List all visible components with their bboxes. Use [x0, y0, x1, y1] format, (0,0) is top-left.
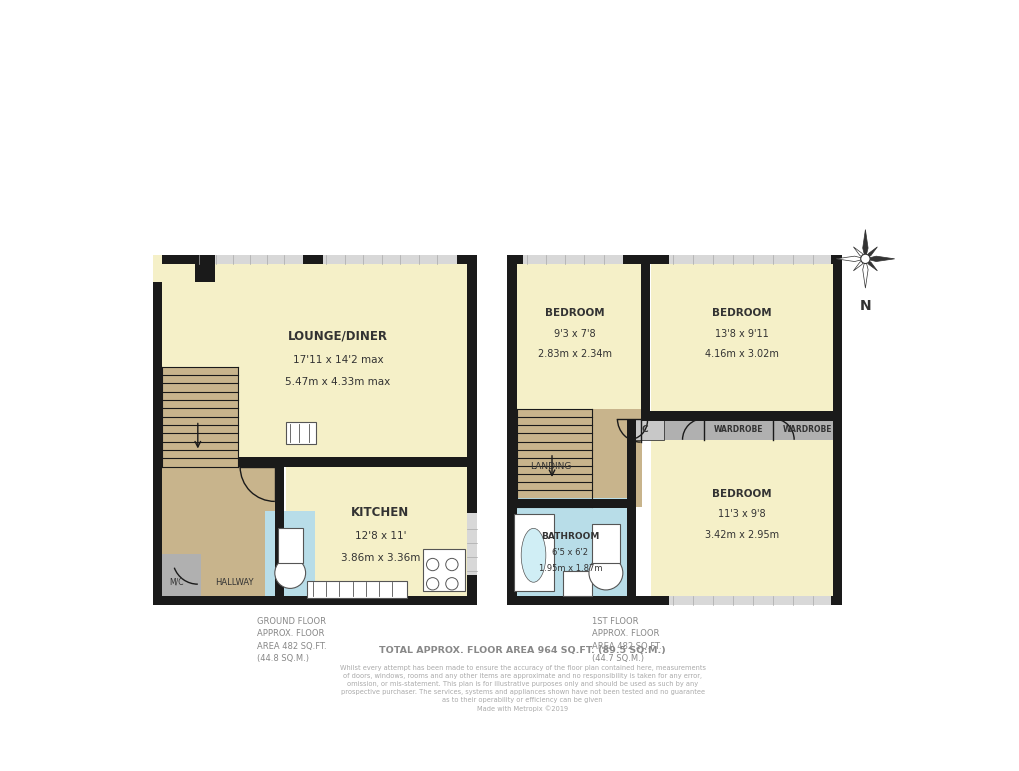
Text: N: N [859, 299, 870, 313]
Bar [591, 524, 620, 563]
Bar [506, 255, 516, 605]
Text: 4.16m x 3.02m: 4.16m x 3.02m [704, 349, 779, 359]
Bar [196, 255, 215, 282]
Text: 12'8 x 11': 12'8 x 11' [355, 531, 406, 541]
Text: LOUNGE/DINER: LOUNGE/DINER [287, 329, 387, 342]
Text: 2.83m x 2.34m: 2.83m x 2.34m [538, 349, 611, 359]
Circle shape [588, 556, 623, 590]
Text: 17'11 x 14'2 max: 17'11 x 14'2 max [292, 355, 383, 365]
Bar [277, 528, 303, 563]
Bar [626, 419, 663, 439]
Text: 13'8 x 9'11: 13'8 x 9'11 [714, 329, 768, 339]
Bar [562, 571, 591, 596]
Polygon shape [864, 256, 894, 261]
Text: WARDROBE: WARDROBE [783, 425, 832, 434]
Bar [516, 497, 626, 596]
Bar [307, 581, 407, 598]
Bar [422, 549, 465, 591]
Text: 3.42m x 2.95m: 3.42m x 2.95m [704, 530, 779, 540]
Bar [467, 255, 476, 605]
Bar [153, 255, 162, 282]
Bar [196, 255, 303, 264]
Bar [322, 255, 457, 264]
Bar [506, 255, 842, 264]
Text: C: C [641, 425, 648, 434]
Text: 5.47m x 4.33m max: 5.47m x 4.33m max [285, 377, 390, 387]
Circle shape [426, 577, 438, 590]
Bar [651, 409, 833, 596]
Circle shape [426, 558, 438, 571]
Bar [516, 409, 642, 507]
Circle shape [860, 254, 869, 264]
Bar [833, 255, 842, 605]
Text: WARDROBE: WARDROBE [713, 425, 762, 434]
Bar [626, 419, 635, 605]
Text: GROUND FLOOR
APPROX. FLOOR
AREA 482 SQ.FT.
(44.8 SQ.M.): GROUND FLOOR APPROX. FLOOR AREA 482 SQ.F… [257, 617, 326, 663]
Text: M/C: M/C [169, 577, 183, 587]
Ellipse shape [521, 528, 545, 582]
Text: 3.86m x 3.36m: 3.86m x 3.36m [340, 553, 420, 563]
Bar [516, 264, 642, 409]
Bar [513, 514, 553, 591]
Text: 1ST FLOOR
APPROX. FLOOR
AREA 482 SQ.FT.
(44.7 SQ.M.): 1ST FLOOR APPROX. FLOOR AREA 482 SQ.FT. … [591, 617, 661, 663]
Text: HALLWAY: HALLWAY [215, 577, 253, 587]
Polygon shape [862, 259, 867, 288]
Polygon shape [864, 259, 876, 271]
Polygon shape [862, 230, 867, 259]
Bar [506, 596, 842, 605]
Bar [668, 255, 829, 264]
Text: 9'3 x 7'8: 9'3 x 7'8 [553, 329, 595, 339]
Bar [162, 367, 237, 466]
Bar [265, 511, 315, 596]
Bar [237, 457, 467, 466]
Text: BEDROOM: BEDROOM [711, 308, 771, 318]
Bar [153, 255, 476, 264]
Bar [506, 499, 628, 508]
Bar [523, 255, 623, 264]
Bar [285, 457, 467, 596]
Text: BATHROOM: BATHROOM [541, 531, 599, 540]
Text: BEDROOM: BEDROOM [545, 308, 604, 318]
Text: Whilst every attempt has been made to ensure the accuracy of the floor plan cont: Whilst every attempt has been made to en… [339, 665, 705, 712]
Text: BEDROOM: BEDROOM [711, 489, 771, 499]
Bar [285, 422, 316, 443]
Circle shape [445, 577, 458, 590]
Bar [162, 554, 201, 596]
Circle shape [274, 557, 306, 588]
Bar [640, 255, 649, 419]
Text: TOTAL APPROX. FLOOR AREA 964 SQ.FT. (89.5 SQ.M.): TOTAL APPROX. FLOOR AREA 964 SQ.FT. (89.… [379, 646, 665, 655]
Circle shape [445, 558, 458, 571]
Bar [640, 411, 842, 420]
Text: 1.95m x 1.87m: 1.95m x 1.87m [538, 564, 601, 573]
Polygon shape [836, 256, 864, 261]
Polygon shape [853, 259, 864, 271]
Polygon shape [864, 247, 876, 259]
Bar [626, 419, 833, 439]
Polygon shape [853, 247, 864, 259]
Bar [153, 596, 476, 605]
Bar [668, 596, 829, 605]
Bar [162, 264, 467, 466]
Bar [162, 457, 276, 596]
Text: 11'3 x 9'8: 11'3 x 9'8 [717, 510, 765, 520]
Text: LANDING: LANDING [530, 463, 572, 471]
Bar [651, 264, 833, 419]
Text: KITCHEN: KITCHEN [351, 507, 409, 520]
Text: 6'5 x 6'2: 6'5 x 6'2 [552, 548, 588, 557]
Bar [274, 466, 283, 605]
Bar [467, 513, 476, 574]
Bar [153, 255, 162, 605]
